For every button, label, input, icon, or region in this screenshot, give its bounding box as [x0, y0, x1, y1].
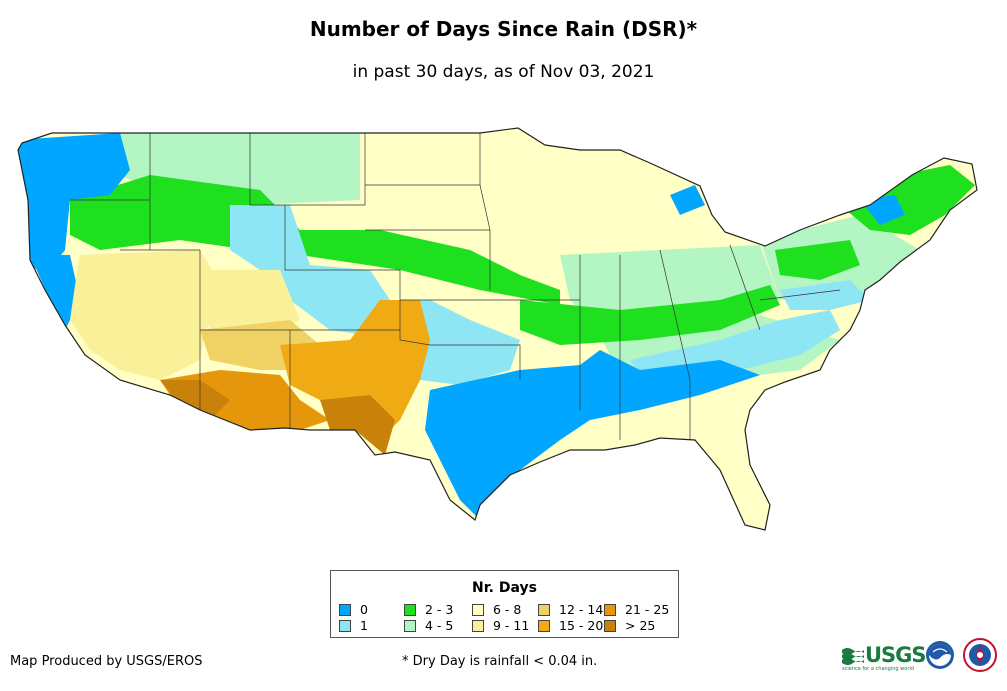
legend-item-6: 12 - 14	[538, 602, 603, 617]
nws-logo-icon	[963, 638, 997, 672]
zone-great-basin-9-11	[70, 250, 230, 380]
zone-pa-ny-1	[780, 280, 870, 310]
legend-swatch	[472, 619, 484, 632]
zone-michigan-0	[670, 185, 705, 215]
zone-new-mexico-15-20	[280, 300, 430, 440]
legend-title: Nr. Days	[472, 580, 537, 596]
legend-label: > 25	[625, 618, 656, 633]
zone-west-coast-0	[18, 133, 130, 275]
legend-label: 4 - 5	[425, 618, 454, 633]
legend-swatch	[604, 619, 616, 632]
legend-label: 1	[360, 618, 368, 633]
usgs-wave-icon	[842, 648, 864, 665]
legend-label: 6 - 8	[493, 602, 522, 617]
legend-label: 0	[360, 602, 368, 617]
zone-west-coast-south-0	[30, 255, 80, 330]
usgs-wordmark: USGS	[865, 643, 927, 667]
legend-swatch	[472, 603, 484, 616]
legend-label: 21 - 25	[625, 602, 670, 617]
map-title: Number of Days Since Rain (DSR)*	[309, 17, 698, 41]
zone-plains-band-2-3	[255, 230, 560, 305]
legend-item-3: 4 - 5	[404, 618, 453, 633]
legend-swatch	[404, 603, 416, 616]
legend-swatch	[538, 603, 550, 616]
zone-colorado-1	[230, 205, 520, 385]
legend-item-2: 2 - 3	[404, 602, 453, 617]
state-boundaries	[70, 133, 841, 440]
zone-mid-atlantic-2-3	[775, 240, 860, 280]
zone-sw-texas-gt25	[320, 395, 395, 455]
legend-item-5: 9 - 11	[472, 618, 529, 633]
dsr-fill	[18, 128, 977, 530]
zone-socal-gt25	[160, 380, 230, 420]
legend-swatch	[538, 619, 550, 632]
usgs-logo: USGS	[842, 640, 927, 670]
credit-text: Map Produced by USGS/EROS	[10, 654, 203, 669]
legend: Nr. Days 0 1 2 - 3 4 - 5 6 - 8 9 - 11 12…	[330, 570, 679, 638]
legend-item-4: 6 - 8	[472, 602, 521, 617]
zone-midsouth-band-2-3	[520, 285, 780, 345]
legend-item-9: > 25	[604, 618, 655, 633]
legend-swatch	[339, 619, 351, 632]
noaa-logo-icon	[926, 641, 954, 669]
legend-item-8: 21 - 25	[604, 602, 669, 617]
usgs-tagline: science for a changing world	[842, 666, 914, 672]
legend-item-0: 0	[339, 602, 368, 617]
legend-label: 12 - 14	[559, 602, 604, 617]
legend-label: 9 - 11	[493, 618, 530, 633]
legend-swatch	[404, 619, 416, 632]
zone-new-england-2-3	[840, 165, 975, 235]
legend-swatch	[604, 603, 616, 616]
legend-item-1: 1	[339, 618, 368, 633]
map-subtitle: in past 30 days, as of Nov 03, 2021	[352, 62, 655, 82]
legend-label: 15 - 20	[559, 618, 604, 633]
legend-label: 2 - 3	[425, 602, 454, 617]
dry-day-note: * Dry Day is rainfall < 0.04 in.	[402, 654, 598, 669]
legend-swatch	[339, 603, 351, 616]
legend-item-7: 15 - 20	[538, 618, 603, 633]
